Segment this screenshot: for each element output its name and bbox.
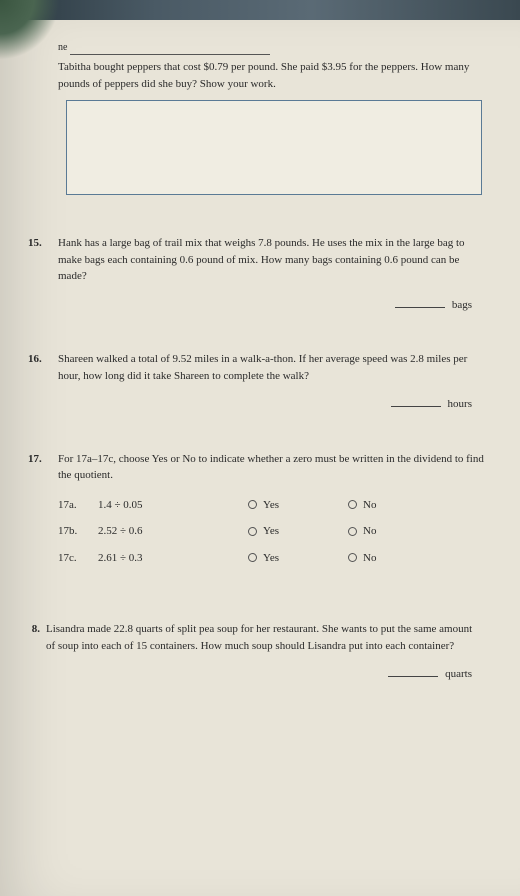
q18-number: 8.: [16, 621, 46, 654]
name-label-fragment: ne: [58, 42, 67, 53]
q17c-yes-option[interactable]: Yes: [248, 550, 348, 567]
intro-question-text: Tabitha bought peppers that cost $0.79 p…: [58, 59, 482, 92]
q17a-no-option[interactable]: No: [348, 497, 448, 514]
q16-answer-line: hours: [28, 396, 492, 413]
q17b-row: 17b. 2.52 ÷ 0.6 Yes No: [58, 518, 492, 545]
q17b-expression: 2.52 ÷ 0.6: [98, 523, 248, 540]
no-label: No: [363, 550, 376, 567]
q17c-row: 17c. 2.61 ÷ 0.3 Yes No: [58, 545, 492, 572]
show-work-box[interactable]: [66, 100, 482, 195]
q17b-no-option[interactable]: No: [348, 523, 448, 540]
q15-unit: bags: [452, 299, 472, 311]
q17b-label: 17b.: [58, 523, 98, 540]
q16-answer-blank[interactable]: [391, 406, 441, 407]
question-16: 16. Shareen walked a total of 9.52 miles…: [28, 351, 492, 384]
no-label: No: [363, 523, 376, 540]
name-field-line: ne: [58, 40, 492, 55]
question-15: 15. Hank has a large bag of trail mix th…: [28, 235, 492, 285]
q18-unit: quarts: [445, 668, 472, 680]
q17a-expression: 1.4 ÷ 0.05: [98, 497, 248, 514]
q18-answer-line: quarts: [28, 666, 492, 683]
photo-top-edge: [0, 0, 520, 22]
q16-unit: hours: [448, 398, 472, 410]
q16-text: Shareen walked a total of 9.52 miles in …: [58, 351, 492, 384]
q17a-yes-option[interactable]: Yes: [248, 497, 348, 514]
radio-icon: [348, 500, 357, 509]
radio-icon: [248, 500, 257, 509]
q17-number: 17.: [28, 451, 58, 484]
q15-answer-blank[interactable]: [395, 307, 445, 308]
yes-label: Yes: [263, 497, 279, 514]
q18-answer-blank[interactable]: [388, 676, 438, 677]
radio-icon: [248, 527, 257, 536]
radio-icon: [348, 553, 357, 562]
q17a-label: 17a.: [58, 497, 98, 514]
radio-icon: [348, 527, 357, 536]
q15-answer-line: bags: [28, 297, 492, 314]
q17b-yes-option[interactable]: Yes: [248, 523, 348, 540]
q15-text: Hank has a large bag of trail mix that w…: [58, 235, 492, 285]
no-label: No: [363, 497, 376, 514]
q15-number: 15.: [28, 235, 58, 285]
worksheet-page: ne Tabitha bought peppers that cost $0.7…: [0, 20, 520, 896]
name-blank[interactable]: [70, 54, 270, 55]
question-18: 8. Lisandra made 22.8 quarts of split pe…: [16, 621, 492, 654]
yes-label: Yes: [263, 550, 279, 567]
radio-icon: [248, 553, 257, 562]
question-17: 17. For 17a–17c, choose Yes or No to ind…: [28, 451, 492, 484]
q16-number: 16.: [28, 351, 58, 384]
q17c-no-option[interactable]: No: [348, 550, 448, 567]
yes-label: Yes: [263, 523, 279, 540]
q17-text: For 17a–17c, choose Yes or No to indicat…: [58, 451, 492, 484]
q17c-label: 17c.: [58, 550, 98, 567]
q17c-expression: 2.61 ÷ 0.3: [98, 550, 248, 567]
q18-text: Lisandra made 22.8 quarts of split pea s…: [46, 621, 492, 654]
q17a-row: 17a. 1.4 ÷ 0.05 Yes No: [58, 492, 492, 519]
